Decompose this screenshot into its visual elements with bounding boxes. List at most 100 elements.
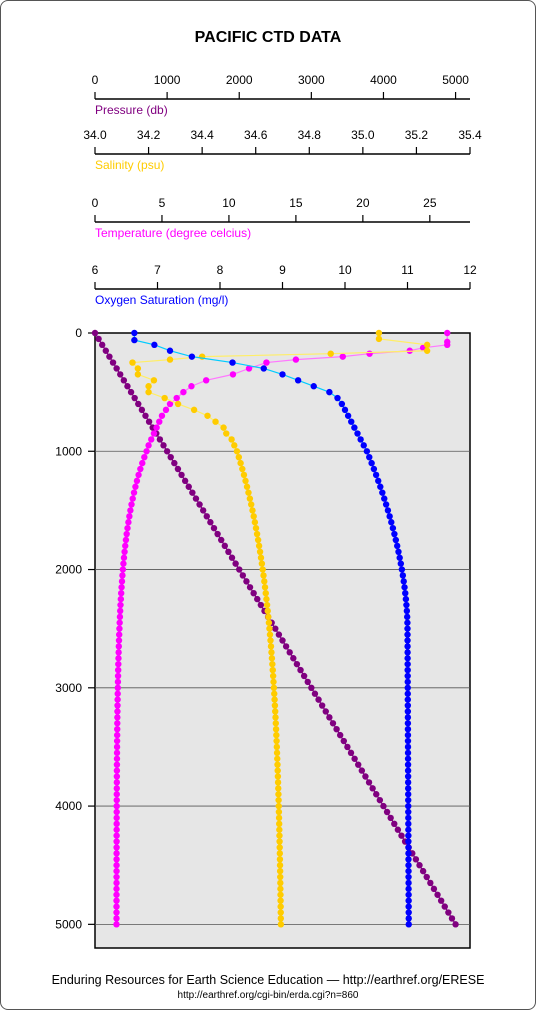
- data-point-temperature: [114, 684, 122, 692]
- data-point-pressure: [109, 359, 117, 366]
- tick-label-salinity: 34.0: [83, 128, 107, 142]
- data-point-pressure: [300, 672, 308, 680]
- data-point-oxygen: [404, 708, 412, 715]
- data-point-oxygen: [166, 347, 174, 354]
- data-point-temperature: [120, 560, 127, 567]
- data-point-pressure: [142, 412, 149, 419]
- data-point-oxygen: [405, 909, 412, 916]
- data-point-salinity: [248, 501, 255, 508]
- data-point-temperature: [115, 655, 122, 662]
- data-point-pressure: [174, 465, 182, 473]
- data-point-salinity: [250, 513, 257, 520]
- data-point-pressure: [178, 471, 185, 479]
- data-point-temperature: [120, 554, 128, 561]
- data-point-salinity: [275, 785, 282, 792]
- data-point-oxygen: [405, 820, 412, 828]
- tick-label-oxygen: 11: [401, 263, 414, 277]
- data-point-oxygen: [310, 383, 317, 390]
- data-point-oxygen: [351, 424, 358, 431]
- data-point-temperature: [339, 353, 346, 360]
- data-point-oxygen: [405, 802, 412, 810]
- data-point-temperature: [116, 619, 123, 626]
- data-point-pressure: [398, 832, 405, 839]
- data-point-salinity: [242, 477, 249, 485]
- data-point-salinity: [277, 903, 284, 910]
- data-point-pressure: [434, 891, 441, 898]
- data-point-pressure: [167, 453, 174, 461]
- data-point-temperature: [113, 802, 120, 810]
- data-point-oxygen: [404, 731, 412, 739]
- data-point-pressure: [416, 862, 423, 869]
- tick-label-pressure: 3000: [298, 73, 325, 87]
- data-point-salinity: [253, 530, 261, 538]
- data-point-oxygen: [400, 578, 407, 585]
- data-point-temperature: [133, 477, 141, 485]
- data-point-salinity: [252, 524, 260, 532]
- axis-title-temperature: Temperature (degree celcius): [95, 226, 251, 240]
- data-point-salinity: [269, 666, 276, 674]
- data-point-pressure: [383, 808, 391, 816]
- data-point-temperature: [121, 548, 128, 555]
- data-point-oxygen: [404, 696, 411, 703]
- data-point-temperature: [113, 814, 120, 822]
- data-point-temperature: [263, 359, 270, 366]
- tick-label-salinity: 35.0: [351, 128, 375, 142]
- data-point-salinity: [277, 921, 285, 928]
- data-point-pressure: [445, 909, 452, 916]
- data-point-oxygen: [405, 915, 412, 922]
- data-point-pressure: [214, 530, 221, 538]
- data-point-oxygen: [131, 336, 138, 344]
- tick-label-temperature: 20: [356, 196, 370, 210]
- data-point-pressure: [117, 371, 124, 378]
- data-point-temperature: [113, 785, 121, 792]
- data-point-temperature: [166, 400, 174, 408]
- data-point-oxygen: [404, 720, 412, 727]
- data-point-pressure: [246, 584, 254, 591]
- data-point-salinity: [423, 347, 431, 354]
- data-point-oxygen: [151, 341, 158, 349]
- data-point-oxygen: [348, 418, 355, 425]
- data-point-pressure: [427, 879, 434, 887]
- data-point-oxygen: [260, 365, 267, 372]
- data-point-pressure: [376, 796, 384, 804]
- data-point-temperature: [117, 589, 125, 597]
- data-point-salinity: [277, 885, 284, 893]
- data-point-salinity: [276, 856, 284, 863]
- data-point-temperature: [113, 743, 121, 751]
- tick-label-pressure: 1000: [154, 73, 181, 87]
- data-point-salinity: [269, 672, 277, 680]
- data-point-oxygen: [326, 388, 333, 396]
- data-point-oxygen: [404, 619, 411, 626]
- data-point-pressure: [199, 507, 207, 514]
- data-point-pressure: [275, 631, 283, 638]
- depth-tick-label: 3000: [55, 681, 82, 695]
- series-layer: [91, 329, 459, 928]
- data-point-oxygen: [131, 329, 138, 337]
- data-point-salinity: [272, 726, 280, 733]
- data-point-salinity: [258, 560, 266, 567]
- data-point-temperature: [158, 412, 166, 419]
- data-point-pressure: [135, 400, 142, 408]
- data-point-oxygen: [396, 554, 403, 561]
- data-point-salinity: [272, 708, 279, 715]
- data-point-salinity: [273, 731, 280, 739]
- data-point-temperature: [115, 637, 123, 644]
- data-point-pressure: [358, 767, 366, 774]
- data-point-oxygen: [334, 394, 341, 402]
- data-point-temperature: [124, 524, 131, 532]
- data-point-pressure: [369, 785, 376, 792]
- data-point-oxygen: [394, 542, 401, 550]
- data-point-salinity: [243, 483, 251, 490]
- data-point-temperature: [153, 424, 160, 431]
- data-point-temperature: [128, 501, 135, 508]
- data-point-salinity: [231, 442, 238, 449]
- tick-label-salinity: 35.2: [405, 128, 429, 142]
- depth-tick-label: 5000: [55, 917, 82, 931]
- tick-label-pressure: 4000: [370, 73, 397, 87]
- data-point-salinity: [266, 625, 273, 632]
- data-point-salinity: [263, 595, 270, 603]
- data-point-salinity: [270, 684, 278, 692]
- data-point-salinity: [204, 412, 211, 419]
- data-point-salinity: [277, 891, 284, 898]
- data-point-pressure: [293, 660, 301, 668]
